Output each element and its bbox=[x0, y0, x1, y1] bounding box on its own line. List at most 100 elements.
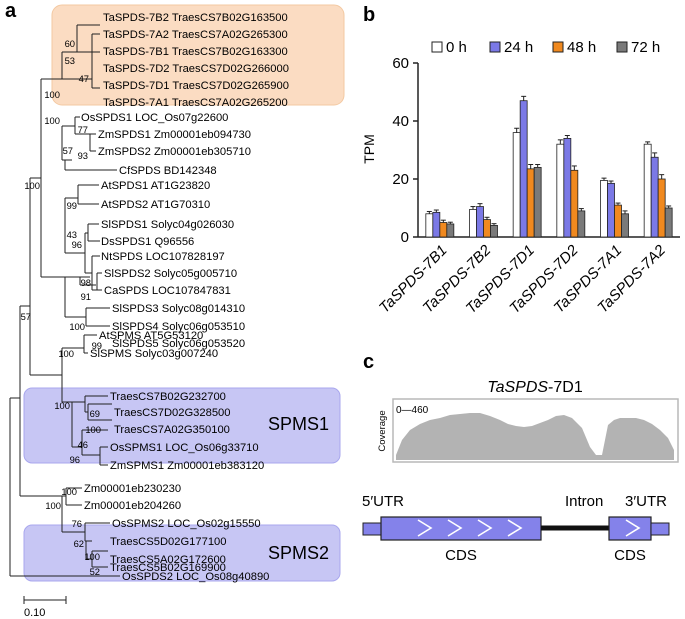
bar bbox=[607, 182, 615, 238]
bar bbox=[519, 100, 528, 238]
leaf-label: ZmSPMS1 Zm00001eb383120 bbox=[110, 460, 264, 472]
panel-letter-c: c bbox=[363, 351, 374, 373]
leaf-label: ZmSPDS2 Zm00001eb305710 bbox=[98, 146, 251, 158]
bootstrap-value: 76 bbox=[72, 518, 82, 529]
bootstrap-value: 60 bbox=[65, 38, 75, 49]
legend-label: 0 h bbox=[446, 39, 467, 56]
scale-bar-label: 0.10 bbox=[24, 607, 45, 619]
leaf-labels: TaSPDS-7B2 TraesCS7B02G163500 TaSPDS-7A2… bbox=[81, 12, 289, 583]
y-tick-label: 60 bbox=[392, 55, 409, 72]
legend-swatch bbox=[431, 41, 443, 53]
y-tick-label: 40 bbox=[392, 113, 409, 130]
utr3-exon bbox=[650, 522, 670, 536]
spms1-box bbox=[23, 387, 341, 464]
leaf-label: OsSPDS1 LOC_Os07g22600 bbox=[81, 112, 228, 124]
legend-swatch bbox=[616, 41, 628, 53]
leaf-label: TraesCS7A02G350100 bbox=[114, 424, 230, 436]
leaf-label: TaSPDS-7D1 TraesCS7D02G265900 bbox=[103, 80, 289, 92]
utr5-exon bbox=[362, 522, 382, 536]
panel-letter-a: a bbox=[5, 0, 17, 22]
bootstrap-value: 99 bbox=[67, 200, 77, 211]
leaf-label: TraesCS5D02G177100 bbox=[110, 536, 227, 548]
y-tick-label: 0 bbox=[401, 229, 409, 246]
panel-letter-b: b bbox=[363, 4, 375, 26]
spms1-label: SPMS1 bbox=[268, 414, 329, 434]
cds-label-1: CDS bbox=[445, 547, 477, 564]
bar bbox=[439, 222, 448, 238]
bar bbox=[432, 211, 441, 238]
utr3-label: 3′UTR bbox=[625, 493, 667, 510]
gene-title-rest: -7D1 bbox=[548, 379, 583, 396]
leaf-label: CaSPDS LOC107847831 bbox=[104, 285, 231, 297]
bootstrap-value: 98 bbox=[81, 277, 91, 288]
bar bbox=[614, 204, 622, 238]
legend-label: 72 h bbox=[631, 39, 660, 56]
leaf-label: SlSPDS2 Solyc05g005710 bbox=[104, 268, 237, 280]
bar bbox=[556, 143, 565, 238]
leaf-label: TraesCS7D02G328500 bbox=[114, 407, 231, 419]
leaf-label: TaSPDS-7D2 TraesCS7D02G266000 bbox=[103, 63, 289, 75]
leaf-label: TraesCS5A02G172600 bbox=[110, 554, 226, 566]
cds-label-2: CDS bbox=[614, 547, 646, 564]
bootstrap-value: 62 bbox=[74, 538, 84, 549]
legend-label: 48 h bbox=[567, 39, 596, 56]
y-axis-label: TPM bbox=[361, 134, 377, 164]
leaf-label: SlSPDS5 Solyc06g053520 bbox=[112, 338, 245, 350]
bar-series bbox=[425, 95, 673, 238]
bootstrap-value: 57 bbox=[21, 311, 31, 322]
y-tick-label: 20 bbox=[392, 171, 409, 188]
x-axis-labels: TaSPDS-7B1TaSPDS-7B2TaSPDS-7D1TaSPDS-7D2… bbox=[376, 241, 670, 317]
leaf-label: OsSPMS1 LOC_Os06g33710 bbox=[110, 442, 259, 454]
bootstrap-value: 57 bbox=[63, 145, 73, 156]
legend-swatch bbox=[552, 41, 564, 53]
leaf-label: NtSPDS LOC107828197 bbox=[101, 251, 225, 263]
bootstrap-value: 43 bbox=[67, 229, 77, 240]
bar bbox=[446, 223, 455, 238]
bar bbox=[533, 166, 542, 238]
bootstrap-value: 100 bbox=[45, 500, 61, 511]
spms2-label: SPMS2 bbox=[268, 543, 329, 563]
y-axis: 0 20 40 60 bbox=[392, 55, 680, 246]
bootstrap-value: 91 bbox=[81, 291, 91, 302]
bootstrap-value: 100 bbox=[54, 400, 70, 411]
leaf-label: SlSPDS4 Solyc06g053510 bbox=[112, 321, 245, 333]
gene-title-italic: TaSPDS bbox=[487, 379, 548, 396]
bar bbox=[650, 156, 659, 238]
leaf-label: OsSPDS2 LOC_Os08g40890 bbox=[122, 571, 269, 583]
leaf-label: SlSPDS1 Solyc04g026030 bbox=[101, 219, 234, 231]
bar bbox=[490, 224, 498, 238]
bar bbox=[600, 180, 608, 238]
leaf-label: DsSPDS1 Q96556 bbox=[101, 236, 194, 248]
bar bbox=[526, 168, 535, 238]
leaf-label: TaSPDS-7B2 TraesCS7B02G163500 bbox=[103, 12, 288, 24]
coverage-range: 0—460 bbox=[396, 405, 429, 416]
leaf-label: AtSPMS AT5G53120 bbox=[99, 330, 203, 342]
strand-arrows bbox=[417, 519, 641, 537]
bootstrap-values: 60 53 47 100 100 77 93 57 99 100 43 96 9… bbox=[21, 38, 102, 577]
panel-b: b 0 h 24 h 48 h 72 h 0 20 40 60 TaSPDS-7B1TaSP… bbox=[361, 4, 680, 317]
tree-branches bbox=[9, 24, 120, 604]
leaf-label: TaSPDS-7B1 TraesCS7B02G163300 bbox=[103, 46, 288, 58]
leaf-label: TraesCS7B02G232700 bbox=[110, 391, 226, 403]
leaf-label: TaSPDS-7A1 TraesCS7A02G265200 bbox=[103, 97, 288, 109]
bootstrap-value: 46 bbox=[78, 439, 88, 450]
panel-c: c TaSPDS-7D1 0—460 Coverage 5′UTR Intron… bbox=[362, 351, 679, 564]
bootstrap-value: 100 bbox=[44, 89, 60, 100]
leaf-label: Zm00001eb230230 bbox=[84, 483, 181, 495]
gene-title: TaSPDS-7D1 bbox=[487, 379, 583, 396]
leaf-label: ZmSPDS1 Zm00001eb094730 bbox=[98, 129, 251, 141]
bar bbox=[664, 207, 673, 238]
bar bbox=[643, 143, 652, 238]
bar bbox=[483, 219, 491, 238]
bootstrap-value: 96 bbox=[72, 239, 82, 250]
bar bbox=[476, 206, 484, 238]
bootstrap-value: 47 bbox=[79, 73, 89, 84]
bar bbox=[577, 210, 586, 238]
intron-label: Intron bbox=[565, 493, 603, 510]
bar bbox=[621, 213, 629, 238]
chart-legend: 0 h 24 h 48 h 72 h bbox=[431, 39, 660, 56]
bootstrap-value: 77 bbox=[78, 124, 88, 135]
legend-swatch bbox=[489, 41, 501, 53]
leaf-label: SlSPDS3 Solyc08g014310 bbox=[112, 303, 245, 315]
